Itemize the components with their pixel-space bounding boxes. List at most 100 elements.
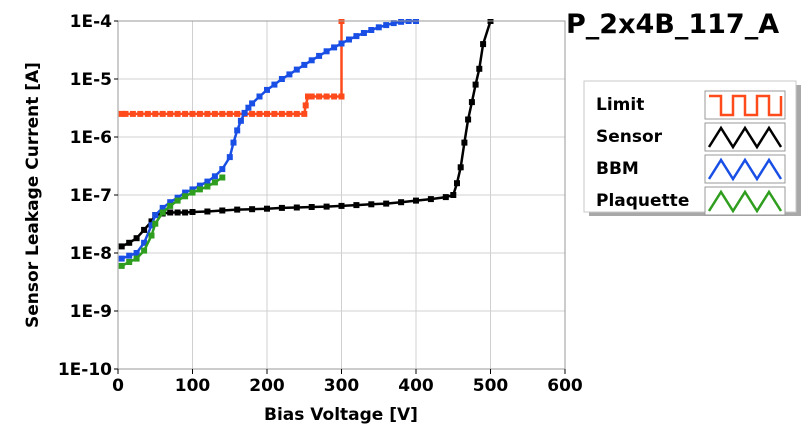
legend-swatch-plaquette [707, 189, 783, 214]
data-point-sensor [383, 200, 390, 207]
data-point-sensor [368, 201, 375, 208]
data-point-limit [122, 110, 129, 117]
data-point-bbm [353, 33, 360, 40]
data-point-sensor [465, 116, 472, 123]
data-point-sensor [442, 194, 449, 201]
axis-ticks: 0 100 200 300 400 500 600 1E-10 1E-9 1E-8 1E-7 1E-6… [58, 12, 583, 396]
data-point-limit [174, 110, 181, 117]
data-point-limit [137, 110, 144, 117]
data-point-bbm [211, 173, 218, 180]
data-point-limit [152, 110, 159, 117]
data-point-bbm [331, 44, 338, 51]
data-point-sensor [413, 197, 419, 204]
data-point-sensor [141, 226, 148, 233]
data-point-bbm [118, 255, 125, 262]
data-point-sensor [472, 81, 479, 88]
data-point-limit [308, 93, 315, 100]
data-point-limit [278, 110, 285, 117]
data-point-limit [316, 93, 323, 100]
data-point-bbm [383, 22, 390, 29]
data-point-sensor [249, 206, 256, 213]
data-point-sensor [468, 99, 475, 106]
legend-item-plaquette: Plaquette [596, 186, 786, 216]
data-point-limit [189, 110, 196, 117]
data-point-plaquette [219, 174, 226, 181]
data-point-sensor [174, 209, 181, 216]
data-point-sensor [338, 202, 345, 209]
y-tick-label: 1E-4 [70, 12, 112, 32]
data-point-sensor [308, 204, 315, 210]
data-point-bbm [167, 199, 174, 206]
data-point-bbm [219, 166, 226, 173]
legend-item-limit: Limit [596, 90, 786, 120]
data-point-bbm [346, 36, 352, 43]
data-point-bbm [126, 252, 133, 259]
data-point-limit [323, 93, 330, 100]
x-tick-label: 0 [112, 376, 124, 396]
data-point-bbm [226, 154, 233, 161]
data-point-sensor [264, 205, 270, 212]
data-point-limit [167, 110, 174, 117]
data-point-sensor [278, 204, 285, 211]
data-point-sensor [398, 199, 405, 206]
data-point-limit [234, 110, 241, 117]
x-tick-label: 600 [547, 376, 583, 396]
legend-label: BBM [596, 159, 639, 179]
legend-label: Sensor [596, 127, 663, 147]
data-point-sensor [450, 192, 457, 198]
data-point-sensor [461, 139, 468, 146]
data-point-bbm [152, 212, 159, 219]
data-point-plaquette [204, 183, 211, 190]
data-point-plaquette [196, 186, 203, 193]
data-point-bbm [360, 30, 367, 36]
data-point-limit [182, 110, 189, 117]
data-point-bbm [316, 52, 323, 59]
data-point-plaquette [118, 262, 125, 269]
x-tick-label: 100 [175, 376, 211, 396]
data-point-sensor [189, 209, 196, 215]
data-point-sensor [353, 202, 360, 209]
data-point-plaquette [182, 193, 189, 200]
data-point-limit [129, 110, 136, 117]
data-point-sensor [118, 243, 125, 250]
x-tick-label: 300 [324, 376, 360, 396]
chart-title: P_2x4B_117_A [566, 9, 779, 40]
data-point-bbm [182, 189, 189, 196]
data-point-bbm [390, 20, 397, 27]
data-point-bbm [230, 139, 237, 146]
x-tick-label: 200 [249, 376, 285, 396]
data-point-sensor [148, 218, 155, 225]
data-point-bbm [189, 186, 196, 193]
data-point-bbm [241, 109, 248, 116]
data-point-limit [286, 110, 293, 117]
legend-label: Limit [596, 95, 644, 115]
data-point-sensor [234, 206, 241, 213]
data-point-plaquette [126, 259, 133, 265]
legend-label: Plaquette [596, 191, 689, 211]
data-point-bbm [148, 222, 155, 229]
data-point-sensor [133, 235, 140, 242]
data-point-bbm [159, 204, 166, 211]
data-point-sensor [126, 239, 133, 246]
data-point-sensor [427, 196, 434, 203]
legend-item-bbm: BBM [596, 154, 786, 184]
data-point-sensor [182, 209, 189, 216]
data-point-sensor [457, 164, 464, 171]
y-tick-label: 1E-10 [58, 360, 112, 380]
data-point-sensor [323, 203, 330, 210]
data-point-limit [331, 93, 338, 100]
legend-item-sensor: Sensor [596, 122, 786, 152]
data-point-limit [118, 110, 125, 117]
legend: Limit Sensor BBM Plaquette [583, 80, 801, 216]
y-tick-label: 1E-7 [70, 186, 112, 206]
legend-swatch-sensor [707, 125, 783, 150]
data-point-plaquette [152, 220, 159, 227]
data-point-bbm [278, 76, 285, 82]
data-point-limit [249, 110, 256, 117]
data-point-limit [256, 110, 263, 117]
data-point-limit [211, 110, 218, 117]
data-point-limit [204, 110, 211, 117]
series-limit [118, 19, 345, 117]
legend-swatch-bbm [707, 157, 783, 182]
